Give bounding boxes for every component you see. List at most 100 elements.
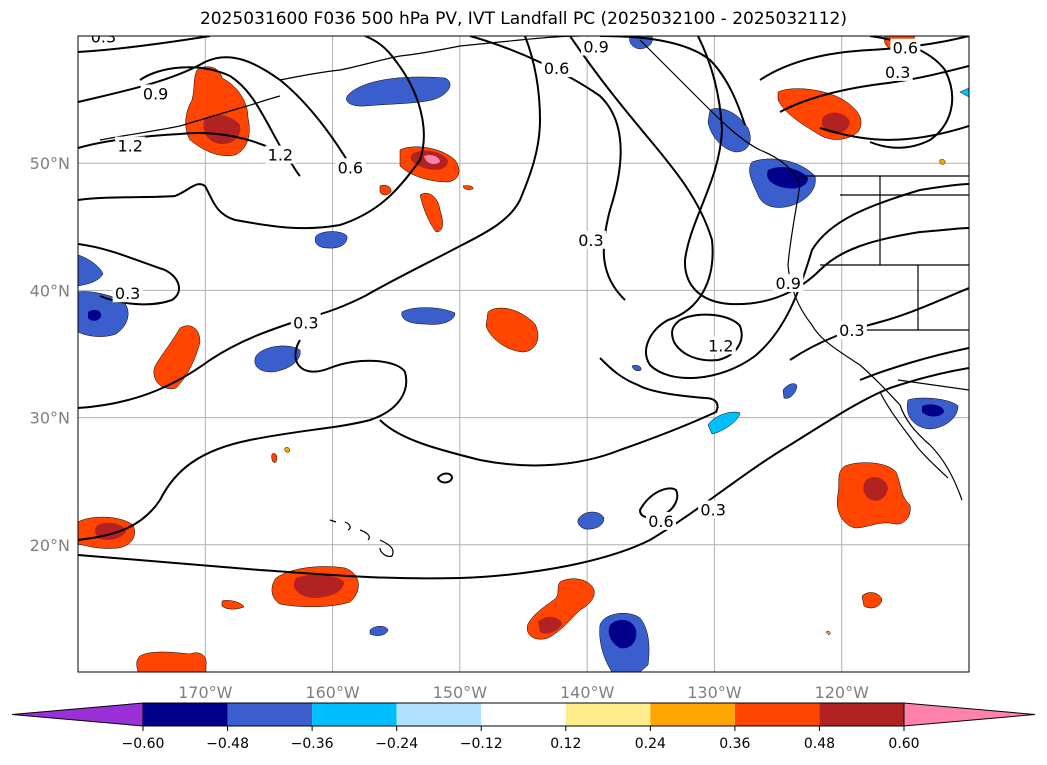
colorbar-tick-label: −0.36 [291,736,334,752]
neg-blob-southwest [254,345,301,373]
positive-anomaly-shading [78,36,946,672]
contour-label-bg [575,230,606,249]
contour-label-bg [88,36,119,46]
contour-subtropical [78,339,408,541]
baja-peninsula [879,391,949,479]
contour-0p3-south-big [78,367,969,580]
colorbar-tick-label: −0.24 [375,736,418,752]
lon-tick-label: 160°W [305,683,360,702]
lon-tick-label: 150°W [433,683,488,702]
contour-loop-hawaii [436,472,454,484]
pos-blob-tiny-1 [271,453,278,463]
canada-coast [639,39,801,186]
pos-blob-mex-small [861,592,883,609]
lon-tick-label: 140°W [560,683,615,702]
colorbar-extend-low [11,702,144,727]
colorbar-frame [142,702,905,727]
contour-0p3-main [78,36,542,409]
contour-label: 0.3 [293,313,318,332]
colorbar-tick-label: 0.48 [804,736,835,752]
colorbar-tick-label: 0.60 [888,736,919,752]
neg-blob-south [577,511,605,530]
colorbar-tick-label: 0.24 [635,736,666,752]
pos-blob-bottom-left [136,651,207,672]
contour-label: 0.3 [115,284,140,303]
contour-label: 0.3 [885,63,910,82]
colorbar-tick-label: −0.12 [460,736,503,752]
colorbar-tick-label: −0.60 [122,736,165,752]
contour-label-bg [541,59,572,78]
contour-label-bg [140,84,171,103]
contour-label-bg [265,145,296,164]
contour-label: 1.2 [708,336,733,355]
pos-blob-tiny-3 [939,159,946,165]
negative-anomaly-shading [78,36,969,672]
colorbar-segment [396,703,482,726]
pos-blob-tiny-4 [825,631,831,636]
pos-blob-tiny-gulf [462,185,474,190]
colorbar-tick-label: −0.48 [206,736,249,752]
neg-blob-tiny-coast [631,364,642,372]
alaska-coast [279,36,581,81]
contour-label-bg [882,62,913,81]
neg-blob-central [401,307,456,325]
neg-core-wa-coast [767,167,808,189]
pos-blob-small-gulf [379,185,392,196]
contour-label: 0.3 [578,231,603,250]
contour-label: 1.2 [268,146,293,165]
contour-label: 0.6 [338,158,363,177]
contour-label-bg [290,313,321,332]
contour-label: 0.9 [143,85,168,104]
us-west-coast [787,184,963,501]
lat-tick-label: 50°N [30,154,70,173]
contour-label: 0.6 [893,39,918,58]
contour-label: 0.3 [91,27,116,46]
map-frame [77,35,970,673]
contour-0p3-south [379,357,719,467]
pos-blob-gulf-tail [419,193,443,233]
contour-label-bg [581,37,612,56]
contour-label-bg [335,158,366,177]
contour-label: 0.3 [700,500,725,519]
colorbar-segment [650,703,735,726]
lon-tick-label: 120°W [815,683,870,702]
lat-tick-label: 40°N [30,281,70,300]
colorbar-segment [565,703,651,726]
colorbar-tick-label: 0.36 [719,736,750,752]
pos-core-nw-canada [821,112,850,134]
contour-label-bg [112,284,143,303]
pos-blob-west [153,325,201,390]
contour-label: 0.9 [776,274,801,293]
colorbar-extend-high [903,702,1036,727]
contour-label-bg [698,500,729,519]
colorbar-segment [481,703,566,726]
neg-blob-westedge-north [78,254,104,287]
neg-blob-aleutian-east [314,231,348,249]
contour-0p6-mid [469,36,626,301]
colorbar-segment [143,703,228,726]
contour-label-bg [890,38,921,57]
contour-label-bg [836,321,867,340]
lon-tick-label: 170°W [178,683,233,702]
colorbar-segment [312,703,397,726]
colorbar-segment [819,703,904,726]
lon-tick-label: 130°W [687,683,742,702]
pos-core-south-mid [538,616,562,634]
contour-label: 1.2 [117,137,142,156]
colorbar-segment [734,703,820,726]
pos-blob-small-sw [221,600,245,610]
contour-1p2-loop [671,313,743,362]
contour-0p6-ne [759,36,969,81]
hawaii-islands [329,519,394,557]
contour-label-bg [645,511,676,530]
pos-peak-gulf [424,154,440,164]
colorbar-segment [227,703,313,726]
contour-label: 0.6 [544,59,569,78]
figure-title: 2025031600 F036 500 hPa PV, IVT Landfall… [199,9,847,29]
contour-label: 0.9 [583,37,608,56]
neg-blob-westedge [78,291,129,337]
neg-core-south-big [608,619,637,649]
pos-core-south-west [293,574,344,598]
colorbar: −0.60 −0.48 −0.36 −0.24 −0.12 0.12 0.24 0.36 0.4… [11,702,1036,752]
neg-blob-small-east [782,383,798,399]
